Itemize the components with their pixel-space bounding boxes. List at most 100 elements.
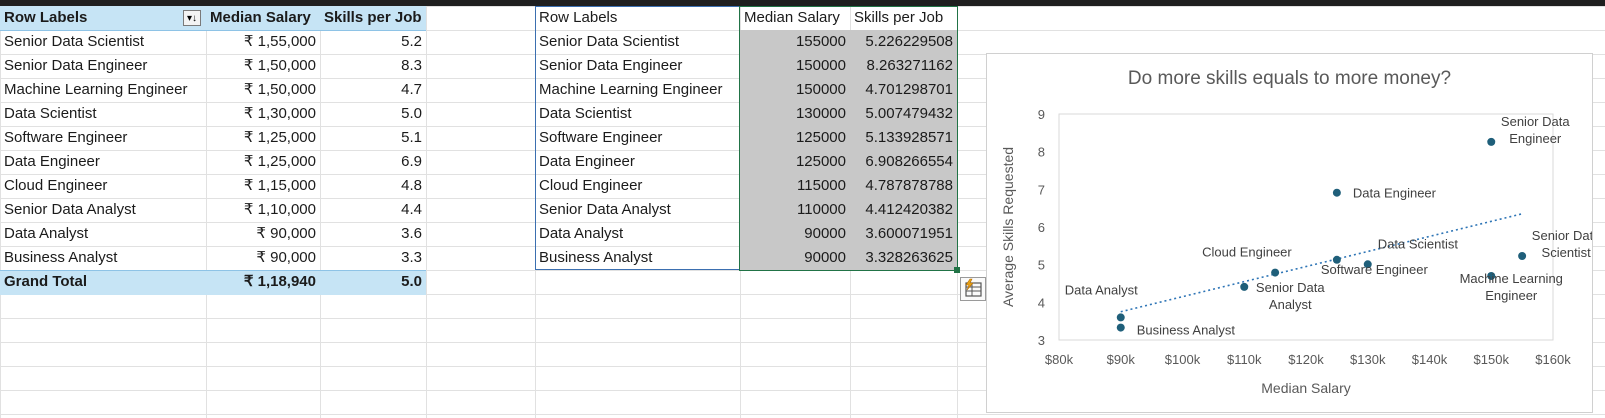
x-tick-label: $160k: [1535, 352, 1571, 367]
x-tick-label: $140k: [1412, 352, 1448, 367]
table2-row-salary[interactable]: 150000: [795, 57, 846, 74]
table2-row-salary[interactable]: 130000: [795, 105, 846, 122]
table2-row-label[interactable]: Cloud Engineer: [539, 177, 643, 194]
pivot-row-salary[interactable]: ₹ 1,25,000: [243, 153, 316, 170]
x-tick-label: $90k: [1107, 352, 1136, 367]
pivot-row-salary[interactable]: ₹ 1,25,000: [243, 129, 316, 146]
gridline: [206, 6, 207, 418]
table2-row-salary[interactable]: 90000: [804, 249, 846, 266]
table2-row-label[interactable]: Data Scientist: [539, 105, 632, 122]
table2-row-salary[interactable]: 150000: [795, 81, 846, 98]
pivot-row-salary[interactable]: ₹ 90,000: [256, 249, 316, 266]
pivot-row-label[interactable]: Software Engineer: [4, 129, 128, 146]
pivot-row-salary[interactable]: ₹ 1,50,000: [243, 81, 316, 98]
pivot-row-label[interactable]: Cloud Engineer: [4, 177, 108, 194]
y-tick-label: 5: [1038, 258, 1045, 273]
data-point: [1518, 252, 1527, 261]
pivot-row-label[interactable]: Senior Data Scientist: [4, 33, 145, 50]
pivot-row-label[interactable]: Machine Learning Engineer: [4, 81, 188, 98]
pivot-row-skills[interactable]: 4.4: [401, 201, 422, 218]
pivot-row-salary[interactable]: ₹ 1,10,000: [243, 201, 316, 218]
table2-row-skills[interactable]: 6.908266554: [865, 153, 953, 170]
pivot-row-skills[interactable]: 5.2: [401, 33, 422, 50]
scatter-chart[interactable]: Do more skills equals to more money? 3 4 5…: [986, 53, 1593, 413]
table2-row-skills[interactable]: 4.412420382: [865, 201, 953, 218]
pivot-row-label[interactable]: Senior Data Analyst: [4, 201, 136, 218]
table2-row-label[interactable]: Senior Data Analyst: [539, 201, 671, 218]
x-tick-label: $150k: [1474, 352, 1510, 367]
pivot-row-skills[interactable]: 6.9: [401, 153, 422, 170]
table2-row-salary[interactable]: 110000: [797, 201, 846, 218]
table2-row-label[interactable]: Machine Learning Engineer: [539, 81, 723, 98]
table2-row-label[interactable]: Data Engineer: [539, 153, 635, 170]
table2-row-salary[interactable]: 125000: [795, 153, 846, 170]
pivot-total-label[interactable]: Grand Total: [4, 273, 88, 290]
data-point: [1487, 137, 1496, 146]
quick-analysis-icon[interactable]: [960, 277, 986, 301]
pivot-row-salary[interactable]: ₹ 90,000: [256, 225, 316, 242]
data-point: [1363, 260, 1372, 269]
table2-row-salary[interactable]: 155000: [795, 33, 846, 50]
data-point: [1116, 323, 1125, 332]
y-tick-label: 7: [1038, 182, 1045, 197]
pivot-row-skills[interactable]: 4.8: [401, 177, 422, 194]
pivot-row-skills[interactable]: 3.6: [401, 225, 422, 242]
pivot-row-skills[interactable]: 5.1: [401, 129, 422, 146]
table2-row-skills[interactable]: 4.701298701: [865, 81, 953, 98]
pivot-total-skills[interactable]: 5.0: [401, 273, 422, 290]
table2-header-skills[interactable]: Skills per Job: [854, 9, 944, 26]
pivot-total-row: [0, 270, 426, 295]
gridline: [426, 6, 427, 418]
x-tick-label: $110k: [1227, 352, 1262, 367]
gridline: [320, 6, 321, 418]
table2-row-skills[interactable]: 5.133928571: [865, 129, 953, 146]
pivot-header-median-salary[interactable]: Median Salary: [210, 9, 311, 26]
fill-handle[interactable]: [954, 267, 960, 273]
pivot-row-skills[interactable]: 8.3: [401, 57, 422, 74]
x-tick-label: $80k: [1045, 352, 1074, 367]
table2-row-salary[interactable]: 115000: [797, 177, 846, 194]
table2-row-skills[interactable]: 3.328263625: [865, 249, 953, 266]
table2-row-skills[interactable]: 5.226229508: [865, 33, 953, 50]
table2-header-row-labels[interactable]: Row Labels: [539, 9, 618, 26]
table2-row-salary[interactable]: 90000: [804, 225, 846, 242]
table2-row-label[interactable]: Senior Data Engineer: [539, 57, 683, 74]
pivot-row-label[interactable]: Data Scientist: [4, 105, 97, 122]
pivot-row-skills[interactable]: 4.7: [401, 81, 422, 98]
data-label: Cloud Engineer: [1202, 245, 1292, 260]
table2-row-skills[interactable]: 3.600071951: [865, 225, 953, 242]
table2-row-label[interactable]: Senior Data Scientist: [539, 33, 680, 50]
table2-row-skills[interactable]: 4.787878788: [865, 177, 953, 194]
pivot-row-label[interactable]: Business Analyst: [4, 249, 118, 266]
table2-row-salary[interactable]: 125000: [795, 129, 846, 146]
pivot-row-skills[interactable]: 5.0: [401, 105, 422, 122]
y-tick-label: 8: [1038, 145, 1045, 160]
selection-border: [739, 6, 958, 271]
pivot-row-label[interactable]: Data Analyst: [4, 225, 89, 242]
pivot-row-salary[interactable]: ₹ 1,55,000: [243, 33, 316, 50]
table2-row-skills[interactable]: 5.007479432: [865, 105, 953, 122]
y-tick-label: 6: [1038, 220, 1045, 235]
sort-filter-icon[interactable]: ▾↓: [183, 10, 201, 26]
data-point: [1332, 255, 1341, 264]
table2-row-skills[interactable]: 8.263271162: [866, 57, 953, 74]
pivot-row-salary[interactable]: ₹ 1,30,000: [243, 105, 316, 122]
data-point: [1271, 268, 1280, 277]
pivot-row-label[interactable]: Data Engineer: [4, 153, 100, 170]
y-tick-label: 4: [1038, 295, 1045, 310]
table2-header-median-salary[interactable]: Median Salary: [744, 9, 840, 26]
x-axis-label: Median Salary: [1261, 380, 1351, 396]
pivot-row-skills[interactable]: 3.3: [401, 249, 422, 266]
pivot-row-label[interactable]: Senior Data Engineer: [4, 57, 148, 74]
trendline: [1120, 213, 1523, 313]
pivot-header-skills[interactable]: Skills per Job: [324, 9, 422, 26]
table2-row-label[interactable]: Software Engineer: [539, 129, 663, 146]
pivot-row-salary[interactable]: ₹ 1,50,000: [243, 57, 316, 74]
pivot-row-salary[interactable]: ₹ 1,15,000: [243, 177, 316, 194]
table2-row-label[interactable]: Business Analyst: [539, 249, 653, 266]
table2-row-label[interactable]: Data Analyst: [539, 225, 624, 242]
data-label: Business Analyst: [1137, 323, 1236, 338]
pivot-total-salary[interactable]: ₹ 1,18,940: [243, 273, 316, 290]
pivot-header-row-labels[interactable]: Row Labels: [4, 9, 88, 26]
